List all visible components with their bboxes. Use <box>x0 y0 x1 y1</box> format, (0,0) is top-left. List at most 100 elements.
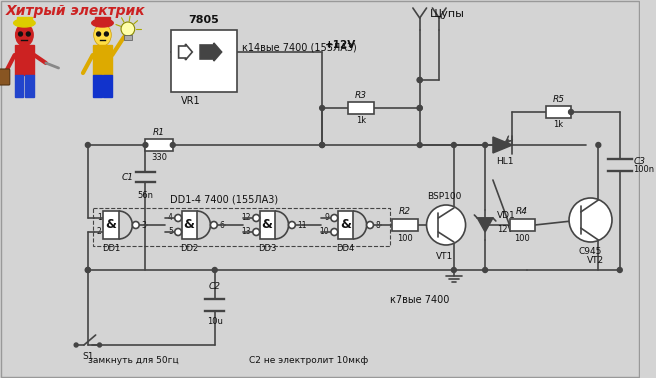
Circle shape <box>331 228 338 235</box>
Text: 8: 8 <box>375 220 380 229</box>
Circle shape <box>319 143 325 147</box>
Bar <box>124 35 132 40</box>
Text: R3: R3 <box>355 91 367 100</box>
Circle shape <box>417 105 422 110</box>
Circle shape <box>426 205 466 245</box>
Circle shape <box>98 343 102 347</box>
Text: 11: 11 <box>297 220 307 229</box>
Text: DD3: DD3 <box>258 244 276 253</box>
Text: &: & <box>106 218 116 231</box>
Circle shape <box>18 32 22 36</box>
Circle shape <box>417 77 422 82</box>
Circle shape <box>483 268 487 273</box>
Circle shape <box>96 32 100 36</box>
Polygon shape <box>493 137 512 153</box>
Circle shape <box>85 268 91 273</box>
FancyBboxPatch shape <box>0 69 10 85</box>
Text: 100n: 100n <box>634 164 655 174</box>
Text: +12V: +12V <box>325 40 356 50</box>
Bar <box>338 211 353 239</box>
Ellipse shape <box>16 24 33 46</box>
Circle shape <box>171 143 175 147</box>
FancyBboxPatch shape <box>92 45 112 75</box>
Circle shape <box>367 222 373 228</box>
Text: &: & <box>340 218 351 231</box>
Bar <box>104 75 112 97</box>
Text: R2: R2 <box>399 207 411 216</box>
Ellipse shape <box>14 19 35 27</box>
FancyArrow shape <box>200 43 222 61</box>
Text: C2: C2 <box>209 282 220 291</box>
Text: C3: C3 <box>634 156 646 166</box>
Ellipse shape <box>121 22 134 36</box>
Bar <box>92 208 390 246</box>
Bar <box>510 219 535 231</box>
Text: к14вые 7400 (155ЛА3): к14вые 7400 (155ЛА3) <box>242 43 357 53</box>
Circle shape <box>253 214 260 222</box>
Bar <box>146 139 173 151</box>
Circle shape <box>174 214 182 222</box>
Circle shape <box>483 143 487 147</box>
Bar <box>260 211 275 239</box>
Ellipse shape <box>94 24 112 46</box>
Text: 2: 2 <box>97 228 102 237</box>
Text: 10: 10 <box>319 228 329 237</box>
Circle shape <box>417 143 422 147</box>
Text: &: & <box>184 218 194 231</box>
Text: Хитрый электрик: Хитрый электрик <box>6 4 146 18</box>
Text: 7805: 7805 <box>189 15 219 25</box>
Text: к7вые 7400: к7вые 7400 <box>390 295 449 305</box>
Circle shape <box>569 198 612 242</box>
Circle shape <box>253 228 260 235</box>
Circle shape <box>319 143 325 147</box>
Text: 330: 330 <box>151 153 167 162</box>
Text: 10u: 10u <box>207 317 222 326</box>
Circle shape <box>213 268 217 273</box>
Polygon shape <box>478 218 493 232</box>
Bar <box>182 211 197 239</box>
FancyBboxPatch shape <box>14 45 34 75</box>
Circle shape <box>74 343 78 347</box>
Bar <box>14 75 24 97</box>
Bar <box>171 30 237 92</box>
Text: 9: 9 <box>324 214 329 223</box>
Circle shape <box>451 143 457 147</box>
Circle shape <box>331 214 338 222</box>
Text: 56n: 56n <box>138 191 154 200</box>
Bar <box>392 219 418 231</box>
Text: S1: S1 <box>82 352 94 361</box>
Circle shape <box>289 222 295 228</box>
Text: C1: C1 <box>122 172 134 181</box>
Text: Щупы: Щупы <box>430 9 464 19</box>
Circle shape <box>85 268 91 273</box>
Circle shape <box>451 268 457 273</box>
Text: 1k: 1k <box>553 120 564 129</box>
Bar <box>104 211 119 239</box>
Bar <box>92 75 102 97</box>
Bar <box>16 17 32 25</box>
Text: 6: 6 <box>219 220 224 229</box>
Text: 12V: 12V <box>497 226 513 234</box>
Circle shape <box>569 110 573 115</box>
Text: 3: 3 <box>141 220 146 229</box>
Text: R5: R5 <box>552 95 564 104</box>
Circle shape <box>417 105 422 110</box>
Text: DD4: DD4 <box>336 244 354 253</box>
Text: VD1: VD1 <box>497 211 516 220</box>
Circle shape <box>85 143 91 147</box>
Circle shape <box>174 228 182 235</box>
Text: C2 не электролит 10мкф: C2 не электролит 10мкф <box>249 356 368 365</box>
Text: 5: 5 <box>168 228 173 237</box>
Circle shape <box>104 32 108 36</box>
Text: &: & <box>262 218 272 231</box>
Bar <box>26 75 34 97</box>
Text: замкнуть для 50гц: замкнуть для 50гц <box>88 356 178 365</box>
Text: DD1-4 7400 (155ЛА3): DD1-4 7400 (155ЛА3) <box>171 195 279 205</box>
Circle shape <box>319 105 325 110</box>
Bar <box>94 17 110 25</box>
Text: DD1: DD1 <box>102 244 120 253</box>
Text: 1k: 1k <box>356 116 366 125</box>
Text: HL1: HL1 <box>496 157 514 166</box>
Text: DD2: DD2 <box>180 244 198 253</box>
Ellipse shape <box>92 19 113 27</box>
